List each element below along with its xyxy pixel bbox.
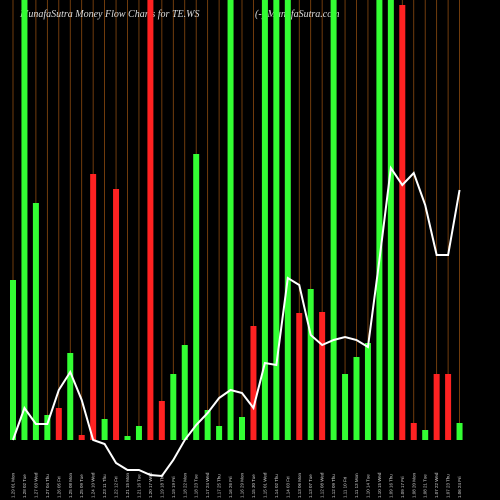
bar [261,0,268,440]
bar [78,435,85,440]
x-tick-label: 1.19 18 Thu [159,474,164,498]
x-tick-label: 1.10 15 Wed [377,472,382,498]
x-tick-label: 1.18 23 Tue [194,474,199,498]
x-tick-label: 1.19 19 Fri [171,476,176,498]
bar [44,415,51,440]
x-tick-label: 1.17 25 Thu [217,474,222,498]
x-tick-label: 1.20 17 Wed [148,472,153,498]
bar [135,426,142,440]
bar [376,0,383,440]
x-tick-label: 1.14 02 Thu [274,474,279,498]
bar [158,401,165,440]
bar [32,203,39,440]
x-tick-label: 1.11 13 Mon [354,473,359,498]
x-tick-label: 1.27 03 Wed [33,472,38,498]
bar [433,374,440,440]
bar [387,0,394,440]
x-tick-label: 1.07 22 Wed [434,472,439,498]
x-tick-label: 1.06 24 Fri [457,476,462,498]
bar [456,423,463,440]
bar [422,430,429,440]
x-tick-label: 1.10 14 Tue [365,474,370,498]
bar [445,374,452,440]
x-tick-label: 1.21 16 Tue [136,474,141,498]
chart-subtitle: (-) MunafaSutra.com [255,9,339,20]
x-tick-label: 1.15 30 Tue [251,474,256,498]
x-tick-label: 1.15 01 Wed [262,472,267,498]
x-tick-label: 1.14 03 Fri [285,476,290,498]
bar [250,326,257,440]
x-tick-label: 1.16 29 Mon [240,472,245,498]
x-tick-label: 1.17 24 Wed [205,472,210,498]
bar [399,5,406,440]
x-tick-label: 1.23 11 Thu [102,474,107,498]
bar [410,423,417,440]
x-tick-label: 1.18 22 Mon [182,472,187,498]
x-tick-label: 1.13 07 Tue [308,474,313,498]
x-tick-label: 1.22 12 Fri [114,476,119,498]
bar [284,0,291,440]
bar [342,374,349,440]
x-tick-label: 1.21 15 Mon [125,472,130,498]
bar [147,0,154,440]
bar [124,436,131,440]
x-tick-label: 1.11 10 Fri [343,477,348,498]
x-tick-label: 1.09 16 Thu [388,474,393,498]
bar [67,353,74,440]
x-tick-label: 1.28 02 Tue [22,474,27,498]
bar [319,312,326,440]
x-tick-label: 1.13 06 Mon [297,472,302,498]
x-tick-label: 1.26 05 Fri [56,476,61,498]
x-tick-label: 1.12 09 Thu [331,474,336,498]
bar [204,410,211,440]
x-tick-label: 1.25 08 Mon [68,472,73,498]
x-tick-label: 1.29 01 Mon [11,472,16,498]
bar [216,426,223,440]
x-tick-label: 1.12 08 Wed [320,472,325,498]
x-tick-label: 1.16 26 Fri [228,476,233,498]
chart-title: MunafaSutra Money Flow Charts for TE.WS [19,9,199,20]
x-tick-label: 1.27 04 Thu [45,474,50,498]
bar [330,0,337,440]
money-flow-line [12,165,461,478]
bar [364,343,371,440]
bar [21,0,28,440]
bar [55,408,62,440]
bar [90,174,97,440]
x-tick-label: 1.08 21 Tue [423,474,428,498]
bar [273,0,280,440]
bar [101,419,108,440]
bar [227,0,234,440]
bar [113,189,120,440]
bar [193,154,200,440]
x-tick-label: 1.09 17 Fri [400,476,405,498]
x-tick-label: 1.08 20 Mon [411,472,416,498]
bar [239,417,245,440]
x-tick-label: 1.25 09 Tue [79,474,84,498]
bar [296,313,303,440]
bar [181,345,188,440]
bar [170,374,177,440]
bar [10,280,16,440]
bar [307,289,314,440]
bar [353,357,360,440]
x-tick-label: 1.24 10 Wed [91,472,96,498]
x-tick-label: 1.07 23 Thu [446,474,451,498]
